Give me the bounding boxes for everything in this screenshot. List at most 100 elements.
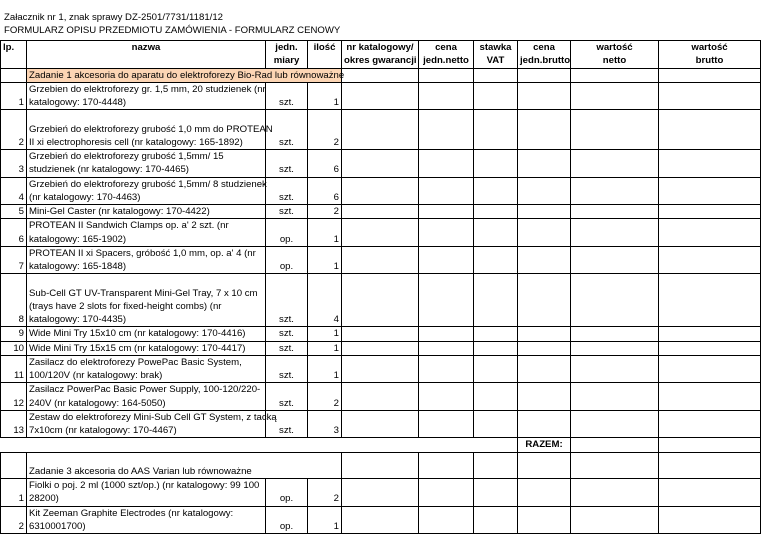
quantity: 1 [307, 81, 342, 111]
cell [0, 451, 27, 479]
cell [658, 245, 761, 275]
table-row: 13 Zestaw do elektroforezy Mini-Sub Cell … [0, 409, 761, 439]
cell-line: Zasilacz do elektroforezy PowePac Basic … [29, 356, 242, 368]
cell [517, 176, 571, 205]
cell-line: nr katalogowy/ [346, 42, 414, 53]
cell [473, 382, 518, 411]
cell [570, 382, 659, 411]
cell-line: jedn. [275, 42, 298, 53]
cell-line: nazwa [131, 42, 161, 53]
cell [473, 478, 518, 507]
quantity: 1 [307, 245, 342, 275]
cell [473, 340, 518, 356]
cell [418, 382, 474, 411]
cell [658, 67, 761, 83]
cell-line: cena [435, 42, 457, 53]
cell-line: 6310001700) [29, 520, 86, 532]
cell [341, 340, 419, 356]
column-header: cena jedn.netto [418, 40, 474, 69]
cell [658, 326, 761, 342]
cell [517, 109, 571, 150]
cell-line: 100/120V (nr katalogowy: brak) [29, 370, 163, 381]
cell [418, 326, 474, 342]
table-row: RAZEM: [1, 437, 761, 453]
unit: op. [265, 505, 308, 534]
item-name: Wide Mini Try 15x10 cm (nr katalogowy: 1… [26, 326, 266, 342]
cell-line: ilość [313, 42, 336, 53]
cell-line: okres gwarancji [344, 55, 417, 67]
cell [473, 218, 518, 247]
quantity: 6 [307, 176, 342, 205]
cell-line: jedn.netto [423, 55, 469, 67]
table-row: 8 Sub-Cell GT UV-Transparent Mini-Gel Tra… [0, 273, 761, 328]
column-header: cena jedn.brutto [517, 40, 571, 69]
table-row: lp. nazwa jedn. miary ilość nr katalogowy/okr… [0, 40, 761, 69]
item-name: Grzebień do elektroforezy grubość 1,5mm/… [26, 149, 266, 178]
quantity: 1 [307, 505, 342, 534]
cell [658, 218, 761, 247]
unit: szt. [265, 149, 308, 178]
row-number: 6 [0, 218, 27, 247]
quantity: 2 [307, 109, 342, 150]
cell [418, 505, 474, 534]
empty-cell [419, 438, 474, 452]
unit: szt. [265, 354, 308, 384]
cell [473, 81, 518, 111]
cell [418, 451, 474, 479]
cell [658, 176, 761, 205]
cell [418, 409, 474, 439]
cell [658, 273, 761, 328]
cell [570, 409, 659, 439]
cell-line: wartość [691, 42, 728, 53]
cell-line: Grzebień do elektroforezy grubość 1,5mm/… [29, 178, 267, 190]
row-number: 1 [0, 478, 27, 507]
empty-cell [308, 438, 342, 452]
cell [418, 354, 474, 384]
cell-line: wartość [596, 42, 633, 53]
cell-line: Wide Mini Try 15x15 cm (nr katalogowy: 1… [29, 342, 246, 354]
cell [570, 245, 659, 275]
row-number: 9 [0, 326, 27, 342]
cell [473, 245, 518, 275]
item-name: Grzebień do elektroforezy grubość 1,0 mm… [26, 109, 273, 150]
cell [418, 273, 474, 328]
cell [517, 382, 571, 411]
cell [517, 273, 571, 328]
cell-line: 7x10cm (nr katalogowy: 170-4467) [29, 425, 177, 436]
cell [341, 109, 419, 150]
quantity: 2 [307, 478, 342, 507]
cell-line: Mini-Gel Caster (nr katalogowy: 170-4422… [29, 206, 210, 217]
cell [473, 203, 518, 220]
cell [570, 354, 659, 384]
cell-line: VAT [486, 55, 505, 67]
cell [517, 67, 571, 83]
cell [341, 245, 419, 275]
cell [570, 340, 659, 356]
item-name: PROTEAN II Sandwich Clamps op. a' 2 szt.… [26, 218, 266, 247]
column-header: lp. [0, 40, 27, 69]
cell-line: katalogowy: 170-4435) [29, 314, 127, 325]
total-label: RAZEM: [517, 437, 571, 453]
unit: szt. [265, 203, 308, 220]
cell-line: cena [533, 42, 555, 53]
header: Załacznik nr 1, znak sprawy DZ-2501/7731… [4, 11, 340, 37]
cell [517, 326, 571, 342]
cell [418, 203, 474, 220]
empty-cell [266, 438, 308, 452]
cell [473, 354, 518, 384]
cell [341, 409, 419, 439]
column-header: nazwa [26, 40, 266, 69]
cell [418, 67, 474, 83]
cell [517, 478, 571, 507]
table-row: 4 Grzebień do elektroforezy grubość 1,5mm… [0, 176, 761, 205]
row-number: 2 [0, 109, 27, 150]
quantity: 1 [307, 326, 342, 342]
unit: szt. [265, 109, 308, 150]
cell [517, 505, 571, 534]
column-header: ilość [307, 40, 342, 69]
cell [658, 478, 761, 507]
cell-line: stawka [479, 42, 512, 53]
cell [570, 109, 659, 150]
item-name: PROTEAN II xi Spacers, gróbość 1,0 mm, o… [26, 245, 266, 275]
